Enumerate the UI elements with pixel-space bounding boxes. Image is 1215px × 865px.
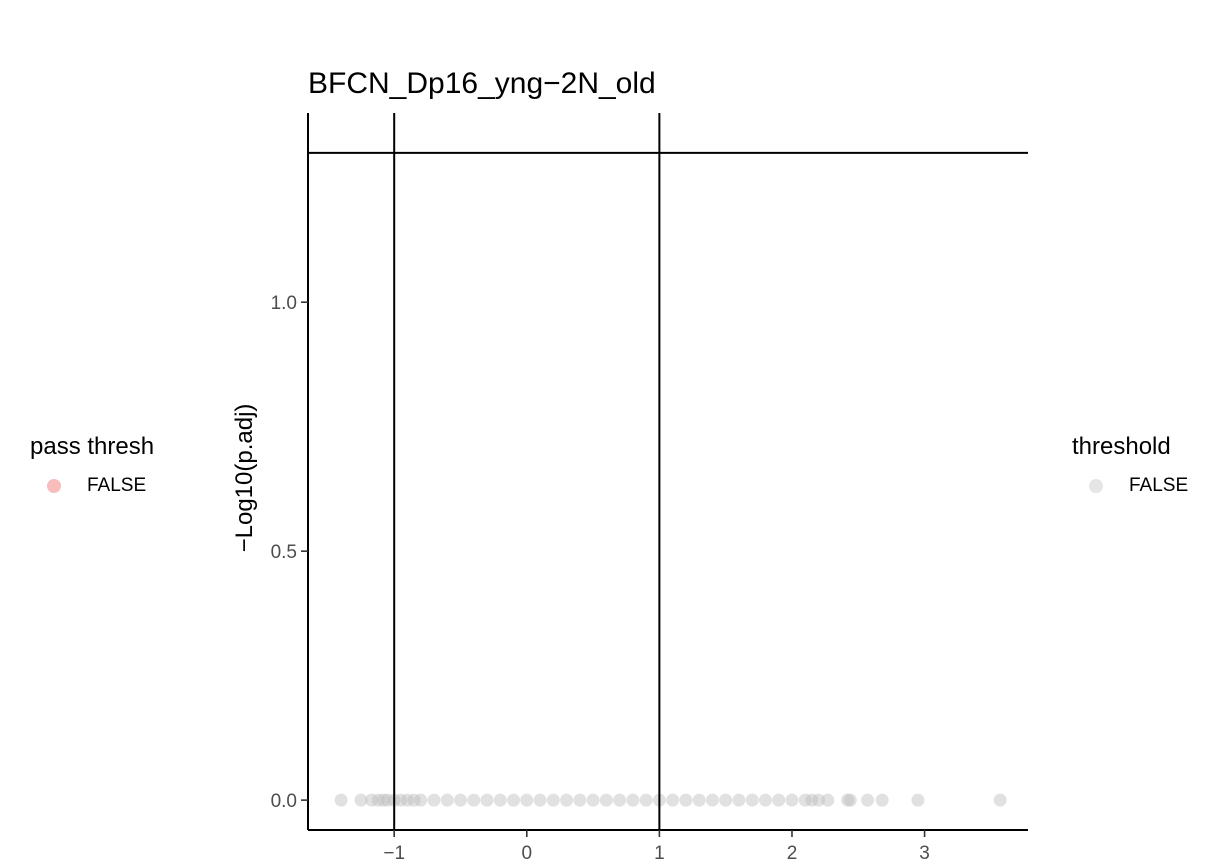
- data-point: [467, 793, 481, 807]
- chart-title: BFCN_Dp16_yng−2N_old: [308, 67, 656, 100]
- data-point: [546, 793, 560, 807]
- data-point: [334, 793, 348, 807]
- points-layer: [334, 793, 1007, 807]
- data-point: [400, 793, 414, 807]
- data-point: [875, 793, 889, 807]
- data-point: [613, 793, 627, 807]
- data-point: [679, 793, 693, 807]
- x-tick-label: 1: [654, 843, 665, 864]
- data-point: [758, 793, 772, 807]
- data-point: [573, 793, 587, 807]
- data-point: [414, 793, 428, 807]
- data-point: [520, 793, 534, 807]
- data-point: [993, 793, 1007, 807]
- legend-title: threshold: [1072, 433, 1171, 460]
- data-point: [480, 793, 494, 807]
- data-point: [453, 793, 467, 807]
- data-point: [843, 793, 857, 807]
- legend-key-dot: [47, 479, 61, 493]
- data-point: [493, 793, 507, 807]
- data-point: [599, 793, 613, 807]
- legend-title: pass thresh: [30, 433, 155, 460]
- axes: −1 0 1 2 3 0.0 0.5 1.0: [271, 113, 1028, 864]
- legend-threshold: threshold FALSE: [1072, 433, 1188, 497]
- data-point: [666, 793, 680, 807]
- x-tick-label: 3: [919, 843, 930, 864]
- legend-item: FALSE: [1089, 475, 1188, 497]
- data-point: [626, 793, 640, 807]
- legend-item: FALSE: [47, 475, 154, 497]
- data-point: [798, 793, 812, 807]
- data-point: [805, 793, 819, 807]
- data-point: [772, 793, 786, 807]
- data-point: [841, 793, 855, 807]
- legend-label: FALSE: [1129, 475, 1189, 496]
- data-point: [911, 793, 925, 807]
- data-point: [560, 793, 574, 807]
- data-point: [732, 793, 746, 807]
- data-point: [861, 793, 875, 807]
- x-tick-label: 0: [521, 843, 532, 864]
- data-point: [381, 793, 395, 807]
- legend-label: FALSE: [87, 475, 147, 496]
- y-tick-label: 1.0: [271, 293, 297, 314]
- data-point: [377, 793, 391, 807]
- data-point: [745, 793, 759, 807]
- data-point: [705, 793, 719, 807]
- y-tick-label: 0.0: [271, 791, 297, 812]
- data-point: [354, 793, 368, 807]
- data-point: [365, 793, 379, 807]
- data-point: [811, 793, 825, 807]
- data-point: [586, 793, 600, 807]
- legend-key-dot: [1089, 479, 1103, 493]
- data-point: [639, 793, 653, 807]
- data-point: [719, 793, 733, 807]
- x-tick-label: 2: [787, 843, 798, 864]
- data-point: [692, 793, 706, 807]
- reference-lines: [308, 113, 1028, 830]
- data-point: [427, 793, 441, 807]
- x-tick-label: −1: [383, 843, 405, 864]
- data-point: [407, 793, 421, 807]
- data-point: [821, 793, 835, 807]
- y-axis-title: −Log10(p.adj): [231, 404, 258, 553]
- data-point: [440, 793, 454, 807]
- data-point: [394, 793, 408, 807]
- data-point: [507, 793, 521, 807]
- data-point: [533, 793, 547, 807]
- legend-pass-thresh: pass thresh FALSE: [30, 433, 154, 497]
- data-point: [371, 793, 385, 807]
- y-tick-label: 0.5: [271, 542, 297, 563]
- data-point: [785, 793, 799, 807]
